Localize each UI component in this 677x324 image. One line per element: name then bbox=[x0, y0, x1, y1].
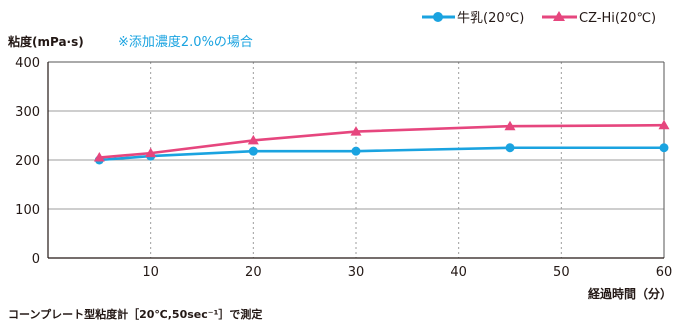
series-layer bbox=[93, 119, 670, 165]
data-point-milk-30 bbox=[351, 146, 361, 156]
series-milk bbox=[94, 143, 669, 165]
condition-note: ※添加濃度2.0%の場合 bbox=[118, 34, 253, 50]
y-axis-label: 粘度(mPa·s) bbox=[8, 34, 84, 49]
y-tick-label-200: 200 bbox=[15, 154, 40, 169]
y-tick-label-100: 100 bbox=[15, 203, 40, 218]
x-tick-label-60: 60 bbox=[656, 265, 673, 280]
x-tick-label-20: 20 bbox=[245, 265, 262, 280]
x-tick-label-30: 30 bbox=[348, 265, 365, 280]
data-point-czhi-60 bbox=[658, 119, 670, 130]
x-axis-label: 経過時間（分） bbox=[588, 286, 672, 301]
x-tick-label-50: 50 bbox=[553, 265, 570, 280]
legend-item-milk: 牛乳(20℃) bbox=[422, 11, 524, 26]
y-tick-label-300: 300 bbox=[15, 105, 40, 120]
data-point-milk-45 bbox=[505, 143, 515, 153]
x-tick-label-10: 10 bbox=[142, 265, 159, 280]
legend: 牛乳(20℃) CZ-Hi(20℃) bbox=[422, 11, 656, 26]
data-point-czhi-10 bbox=[145, 147, 157, 158]
y-tick-label-400: 400 bbox=[15, 56, 40, 71]
axes bbox=[47, 61, 665, 259]
data-point-czhi-45 bbox=[504, 120, 516, 131]
footnote: コーンプレート型粘度計［20℃,50sec⁻¹］で測定 bbox=[8, 307, 262, 321]
data-point-czhi-5 bbox=[93, 152, 105, 162]
data-point-czhi-30 bbox=[350, 126, 362, 136]
legend-label-czhi: CZ-Hi(20℃) bbox=[579, 11, 656, 26]
legend-label-milk: 牛乳(20℃) bbox=[457, 11, 524, 26]
series-line-milk bbox=[99, 146, 664, 162]
series-line-czhi bbox=[99, 123, 665, 159]
data-point-czhi-20 bbox=[247, 134, 259, 145]
legend-item-czhi: CZ-Hi(20℃) bbox=[542, 11, 656, 26]
tick-labels: 0 100 200 300 400 10 20 30 40 50 60 bbox=[15, 56, 672, 280]
y-tick-label-0: 0 bbox=[32, 252, 40, 267]
legend-marker-czhi bbox=[553, 11, 565, 21]
data-point-milk-60 bbox=[659, 143, 669, 153]
legend-marker-milk bbox=[433, 12, 443, 22]
data-point-milk-20 bbox=[248, 146, 258, 156]
x-tick-label-40: 40 bbox=[450, 265, 467, 280]
series-czhi bbox=[93, 119, 670, 162]
grid bbox=[48, 61, 664, 258]
